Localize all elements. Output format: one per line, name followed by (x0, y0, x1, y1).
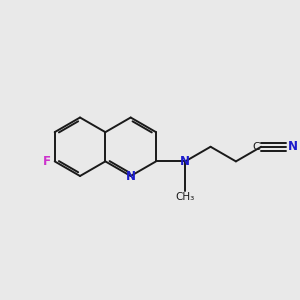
Text: C: C (252, 142, 260, 152)
Text: F: F (42, 155, 50, 168)
Text: N: N (288, 140, 298, 153)
Text: N: N (126, 169, 136, 182)
Text: CH₃: CH₃ (176, 192, 195, 202)
Text: N: N (180, 155, 190, 168)
